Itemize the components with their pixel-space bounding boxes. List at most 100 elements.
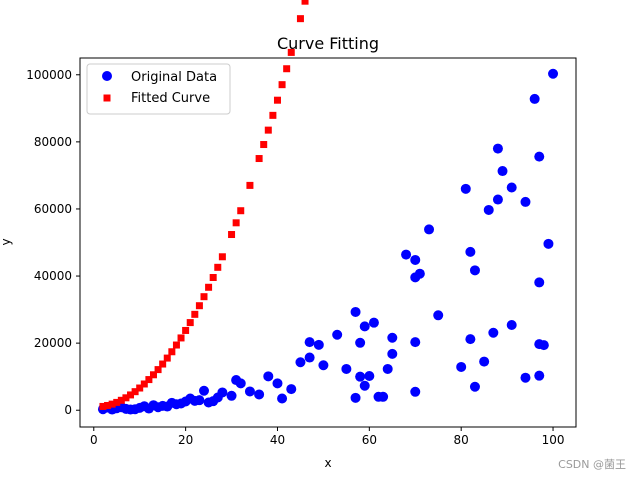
data-point-original [263, 371, 274, 382]
data-point-fitted [218, 253, 226, 261]
data-point-fitted [255, 155, 263, 163]
data-point-fitted [273, 96, 281, 104]
legend-label-fitted-curve: Fitted Curve [131, 91, 210, 106]
data-point-original [497, 166, 508, 177]
x-tick-label: 0 [90, 433, 98, 447]
data-point-fitted [205, 283, 213, 291]
data-point-fitted [182, 326, 190, 334]
data-point-original [465, 246, 476, 257]
x-tick-label: 60 [362, 433, 377, 447]
x-axis-ticks: 0 20 40 60 80 100 [90, 427, 565, 447]
data-point-original [277, 393, 288, 404]
data-point-original [410, 337, 421, 348]
data-point-original [543, 238, 554, 249]
data-point-fitted [195, 302, 203, 310]
plot-frame [79, 57, 577, 428]
data-point-original [355, 337, 366, 348]
data-point-original [355, 371, 366, 382]
data-point-fitted [159, 360, 167, 368]
data-point-fitted [301, 0, 309, 5]
data-point-fitted [200, 293, 208, 301]
data-point-original [492, 194, 503, 205]
data-point-original [199, 385, 209, 396]
legend-box [86, 63, 231, 115]
data-point-original [341, 363, 352, 374]
data-point-original [244, 386, 255, 397]
data-point-original [235, 378, 246, 389]
data-point-original [520, 196, 531, 207]
data-point-original [304, 337, 315, 348]
data-point-original [534, 370, 545, 381]
y-tick-label: 80000 [34, 135, 72, 149]
data-point-original [217, 387, 228, 398]
data-point-original [350, 306, 361, 317]
data-point-original [538, 340, 549, 351]
data-point-original [483, 204, 494, 215]
data-point-fitted [154, 366, 162, 374]
data-point-fitted [149, 371, 157, 379]
watermark: CSDN @菌王 [558, 458, 626, 471]
data-point-original [433, 310, 444, 321]
data-point-fitted [209, 273, 217, 281]
x-tick-label: 100 [542, 433, 565, 447]
data-point-original [410, 386, 421, 397]
data-point-fitted [260, 141, 268, 149]
data-point-original [378, 391, 389, 402]
data-point-original [359, 380, 370, 391]
data-point-fitted [140, 380, 148, 388]
data-point-fitted [283, 65, 291, 73]
data-point-fitted [99, 402, 107, 410]
data-point-original [414, 268, 425, 279]
y-axis-label: y [0, 238, 13, 245]
data-point-fitted [136, 384, 144, 392]
data-point-original [488, 327, 499, 338]
y-tick-label: 0 [64, 403, 72, 417]
data-point-original [460, 183, 471, 194]
data-point-original [364, 371, 375, 382]
data-point-fitted [127, 391, 135, 399]
data-point-fitted [186, 319, 194, 327]
data-point-original [226, 390, 237, 401]
data-point-original [382, 363, 393, 374]
data-point-fitted [168, 348, 176, 356]
data-point-original [424, 224, 435, 235]
legend-label-original-data: Original Data [131, 70, 217, 85]
data-point-original [194, 395, 205, 406]
data-point-original [506, 182, 517, 193]
data-point-original [387, 348, 398, 359]
data-point-fitted [296, 15, 304, 23]
data-point-original [479, 356, 490, 367]
data-point-original [295, 357, 306, 368]
data-point-fitted [287, 48, 295, 56]
data-point-fitted [117, 396, 125, 404]
data-point-original [350, 392, 361, 403]
data-point-fitted [163, 354, 171, 362]
plot-marks [97, 0, 559, 415]
legend-marker-original-data [102, 71, 112, 81]
data-point-fitted [237, 207, 245, 215]
x-tick-label: 80 [454, 433, 469, 447]
data-point-original [548, 68, 559, 79]
legend: Original Data Fitted Curve [86, 63, 231, 115]
data-point-original [410, 254, 421, 265]
y-tick-label: 100000 [26, 68, 72, 82]
data-point-original [534, 151, 545, 162]
legend-marker-fitted-curve [103, 94, 111, 102]
data-point-original [272, 378, 283, 389]
data-point-original [254, 389, 265, 400]
data-point-original [401, 249, 412, 260]
data-point-original [387, 332, 398, 343]
data-point-fitted [264, 126, 272, 134]
data-point-original [492, 143, 503, 154]
data-point-original [332, 329, 343, 340]
x-axis-label: x [324, 456, 331, 470]
x-tick-label: 20 [178, 433, 193, 447]
data-point-original [318, 360, 329, 371]
data-point-fitted [269, 111, 277, 119]
data-point-fitted [113, 398, 121, 406]
data-point-original [456, 361, 467, 372]
data-point-original [469, 381, 480, 392]
data-point-fitted [214, 263, 222, 271]
data-point-fitted [232, 219, 240, 227]
data-point-fitted [246, 181, 254, 189]
